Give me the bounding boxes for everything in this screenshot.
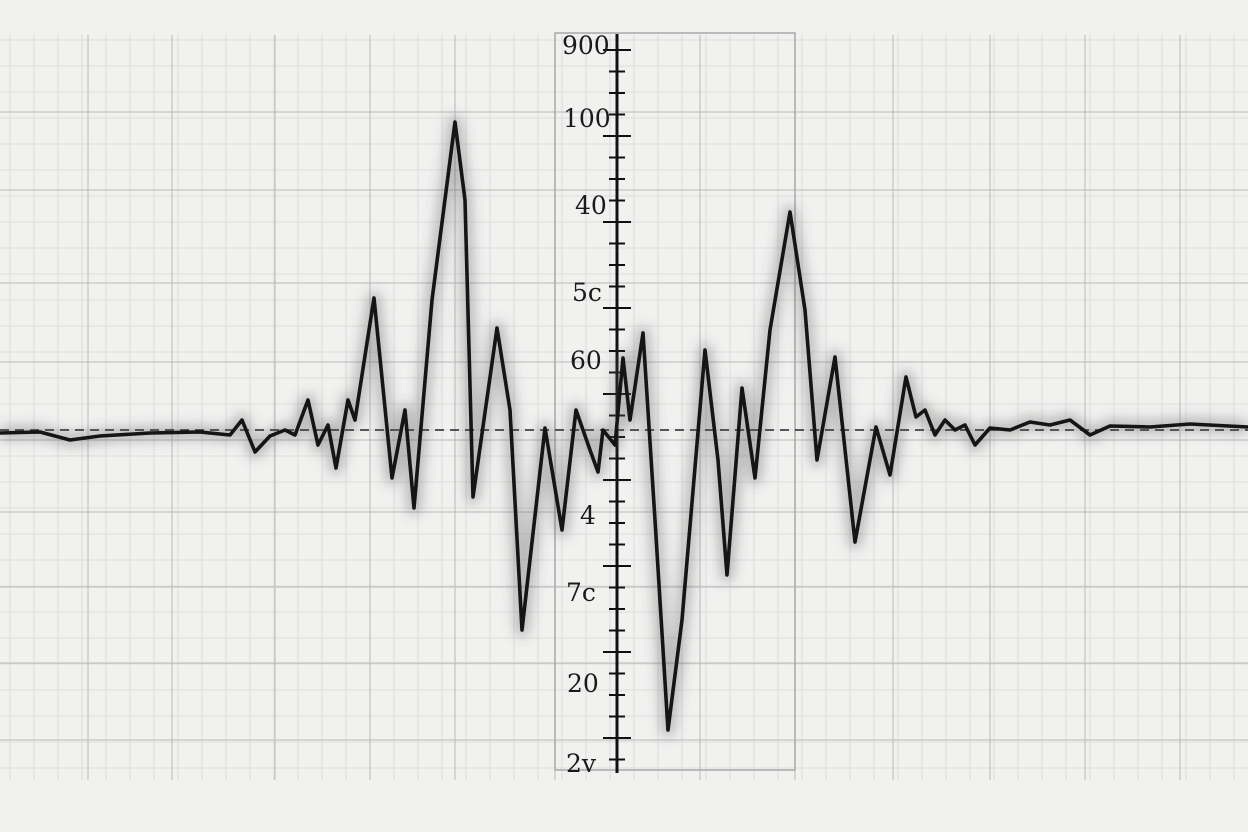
axis-label: 7c — [566, 578, 596, 607]
grid — [0, 35, 1248, 780]
axis-labels: 900 100 40 5c 60 4 7c 20 2v — [562, 31, 611, 778]
axis-label: 4 — [580, 501, 596, 530]
axis-label: 100 — [563, 104, 611, 133]
axis-label: 2v — [566, 749, 597, 778]
axis-label: 60 — [570, 346, 602, 375]
axis-label: 40 — [575, 191, 607, 220]
axis-label: 900 — [562, 31, 610, 60]
axis-label: 5c — [572, 278, 602, 307]
axis-label: 20 — [567, 669, 599, 698]
scale-box — [554, 32, 796, 771]
waveform — [0, 120, 1248, 732]
